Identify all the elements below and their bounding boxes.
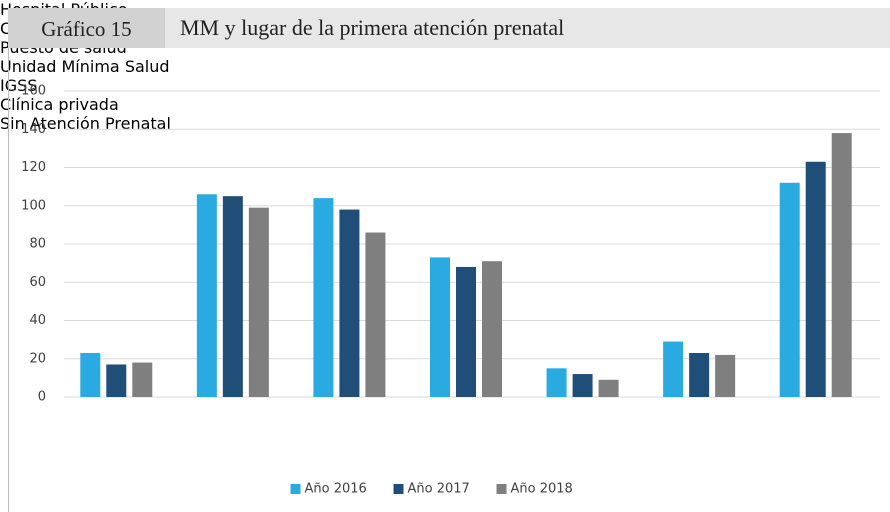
bar	[339, 209, 360, 397]
x-tick-label: IGSS	[0, 76, 38, 95]
legend-label: Año 2016	[305, 482, 367, 497]
bar	[430, 257, 450, 397]
y-tick-label: 60	[29, 275, 46, 290]
bar	[715, 354, 736, 397]
y-tick-label: 0	[38, 390, 46, 405]
bar	[805, 161, 826, 397]
frame	[8, 48, 9, 512]
legend-swatch	[290, 484, 301, 494]
y-tick-label: 140	[21, 122, 46, 137]
bar	[482, 261, 502, 397]
bar	[456, 266, 476, 397]
bar	[663, 341, 684, 397]
bar	[598, 379, 619, 397]
x-tick-label: Sin Atención Prenatal	[0, 114, 171, 133]
header: Gráfico 15 MM y lugar de la primera aten…	[8, 8, 890, 48]
bar	[106, 364, 127, 397]
y-tick-label: 160	[21, 84, 46, 99]
y-tick-label: 100	[21, 198, 46, 213]
bar	[689, 353, 710, 397]
x-tick-label: Unidad Mínima Salud	[0, 57, 170, 76]
legend-swatch	[496, 484, 507, 494]
y-tick-label: 80	[29, 237, 46, 252]
bar	[831, 133, 852, 397]
bar	[132, 362, 153, 397]
legend-swatch	[393, 484, 404, 494]
bar	[80, 353, 101, 397]
y-tick-label: 120	[21, 160, 46, 175]
chart-title: MM y lugar de la primera atención prenat…	[180, 15, 565, 40]
y-tick-label: 20	[29, 351, 46, 366]
bar	[779, 182, 800, 397]
bar	[313, 198, 334, 397]
bar	[196, 194, 217, 397]
bar	[248, 207, 269, 397]
y-tick-label: 40	[29, 313, 46, 328]
legend-label: Año 2018	[511, 482, 573, 497]
bar	[572, 374, 593, 397]
x-tick-label: Clínica privada	[0, 95, 119, 114]
bar	[546, 368, 567, 397]
legend-label: Año 2017	[408, 482, 470, 497]
bar	[222, 196, 243, 397]
bar	[365, 232, 386, 397]
figure-label: Gráfico 15	[8, 8, 165, 48]
